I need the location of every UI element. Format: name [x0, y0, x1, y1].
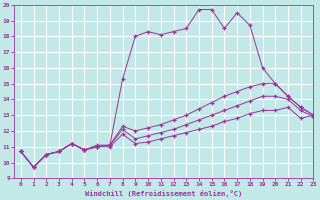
- X-axis label: Windchill (Refroidissement éolien,°C): Windchill (Refroidissement éolien,°C): [85, 190, 243, 197]
